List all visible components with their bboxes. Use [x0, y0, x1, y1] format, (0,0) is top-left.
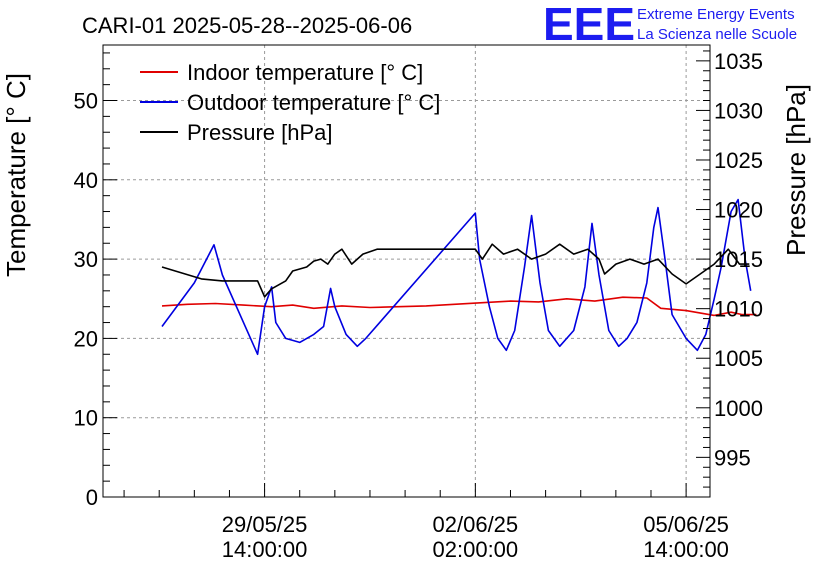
chart-title: CARI-01 2025-05-28--2025-06-06 [82, 13, 412, 38]
x-tick-date: 29/05/25 [222, 512, 308, 537]
eee-logo: EEE Extreme Energy Events La Scienza nel… [543, 0, 797, 50]
series-line-2 [161, 243, 750, 298]
logo-line-1: Extreme Energy Events [637, 6, 795, 23]
y-right-tick-label: 1015 [714, 247, 763, 272]
legend-label-0: Indoor temperature [° C] [187, 60, 423, 85]
x-tick-time: 14:00:00 [643, 537, 729, 562]
y-right-tick-label: 1035 [714, 49, 763, 74]
y-right-tick-label: 1005 [714, 346, 763, 371]
axes: 0102030405099510001005101010151020102510… [74, 49, 763, 562]
x-tick-date: 02/06/25 [433, 512, 519, 537]
x-tick-date: 05/06/25 [643, 512, 729, 537]
y-right-tick-label: 1020 [714, 198, 763, 223]
legend-label-1: Outdoor temperature [° C] [187, 90, 440, 115]
y-left-tick-label: 10 [74, 406, 98, 431]
y-right-tick-label: 1010 [714, 297, 763, 322]
y-left-tick-label: 50 [74, 89, 98, 114]
y-axis-left-label: Temperature [° C] [1, 73, 31, 277]
y-right-tick-label: 1000 [714, 396, 763, 421]
x-tick-time: 02:00:00 [433, 537, 519, 562]
grid-lines [103, 45, 710, 497]
y-left-tick-label: 30 [74, 247, 98, 272]
series-line-0 [161, 296, 757, 317]
y-right-tick-label: 1025 [714, 148, 763, 173]
series-line-1 [161, 198, 752, 356]
x-tick-time: 14:00:00 [222, 537, 308, 562]
logo-mark: EEE [543, 0, 635, 50]
logo-line-2: La Scienza nelle Scuole [637, 26, 797, 43]
y-right-tick-label: 1030 [714, 98, 763, 123]
y-left-tick-label: 0 [86, 485, 98, 510]
plot-frame [102, 44, 711, 498]
y-axis-right-label: Pressure [hPa] [781, 84, 811, 256]
legend: Indoor temperature [° C] Outdoor temperat… [140, 60, 440, 145]
y-left-tick-label: 20 [74, 326, 98, 351]
y-left-tick-label: 40 [74, 168, 98, 193]
series-lines [161, 198, 757, 356]
y-right-tick-label: 995 [714, 445, 751, 470]
legend-label-2: Pressure [hPa] [187, 120, 333, 145]
